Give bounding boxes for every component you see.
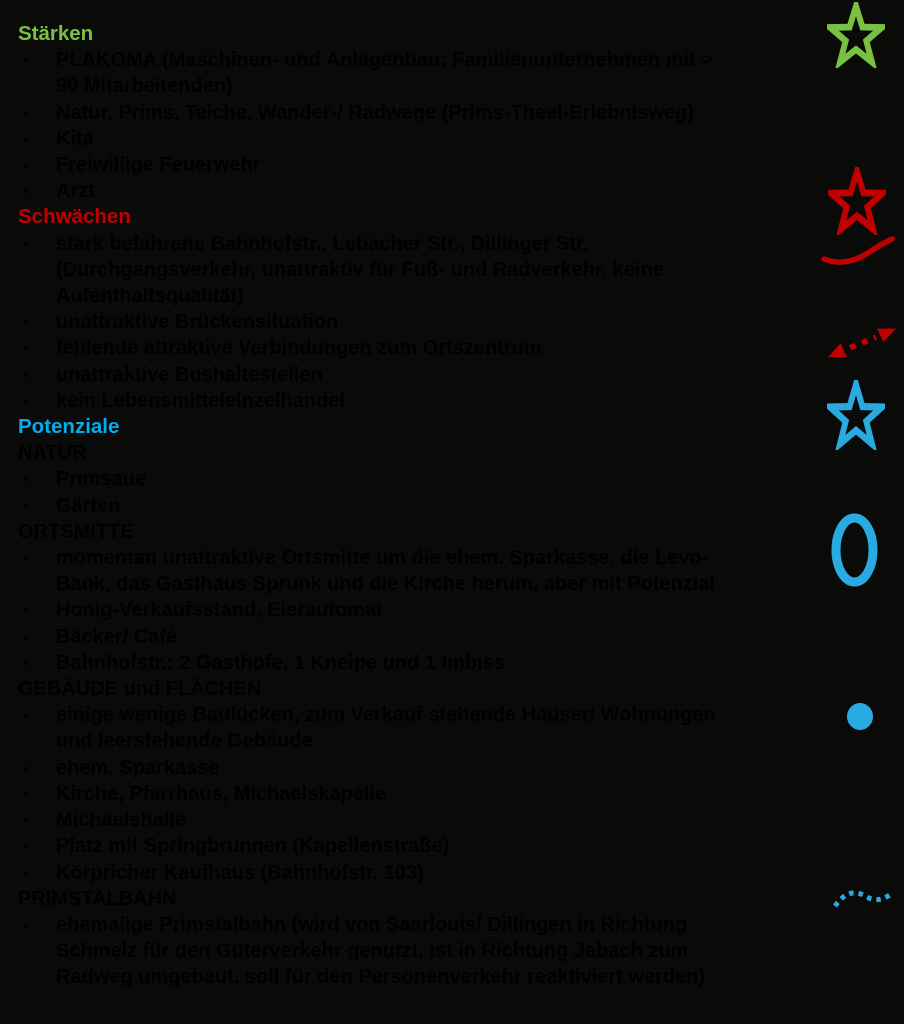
bullet-icon: • [23,104,28,121]
bullet-text: Kirche, Pfarrhaus, Michaelskapelle [56,782,387,805]
bullet-icon: • [23,366,28,383]
list-item: • Bahnhofstr.: 2 Gasthöfe, 1 Kneipe und 1… [18,650,763,676]
list-item: • einige wenige Baulücken, zum Verkauf st… [18,702,763,754]
list-item: • Gärten [18,493,763,519]
bullet-text: Kita [56,127,94,150]
bullet-text: unattraktive Bushaltestellen [56,363,323,386]
bullet-icon: • [23,812,28,829]
list-item: • Primsaue [18,466,763,492]
list-item: • unattraktive Bushaltestellen [18,362,763,388]
bullet-text: einige wenige Baulücken, zum Verkauf ste… [56,704,716,753]
bullet-text: ehemalige Primstalbahn (wird von Saarlou… [56,913,706,989]
list-item: • PLAKOMA (Maschinen- und Anlagenbau; Fam… [18,47,763,99]
red-wavy-line-icon [821,236,895,265]
list-item: • Körpricher Kaufhaus (Bahnhofstr. 103) [18,860,763,886]
red-dashed-arrow-icon [828,328,896,358]
bullet-icon: • [23,707,28,724]
section-heading: Schwächen [18,205,131,229]
bullet-icon: • [23,654,28,671]
list-item: • ehemalige Primstalbahn (wird von Saarlo… [18,912,763,991]
subheading: GEBÄUDE und FLÄCHEN [18,678,262,701]
section-heading: Stärken [18,22,94,45]
list-item: • Michaelshalle [18,807,763,833]
list-item: • stark befahrene Bahnhofstr., Lebacher S… [18,231,763,310]
bullet-text: Arzt [56,180,95,203]
list-item: • ehem. Sparkasse [18,755,763,781]
list-item: • unattraktive Brückensituation [18,309,763,335]
bullet-icon: • [23,838,28,855]
bullet-text: ehem. Sparkasse [56,756,220,779]
blue-dashed-wave-icon [833,890,893,908]
list-item: • Natur, Prims, Teiche, Wander-/ Radwege … [18,100,763,126]
bullet-icon: • [23,602,28,619]
bullet-icon: • [23,471,28,488]
bullet-icon: • [23,759,28,776]
section-heading: Potenziale [18,415,120,439]
bullet-text: PLAKOMA (Maschinen- und Anlagenbau; Fami… [56,49,713,98]
bullet-icon: • [23,628,28,645]
list-item: • momentan unattraktive Ortsmitte um die … [18,545,763,597]
list-item: • fehlende attraktive Verbindungen zum Or… [18,335,763,361]
red-star-icon [828,167,886,235]
bullet-text: Natur, Prims, Teiche, Wander-/ Radwege (… [56,101,694,124]
bullet-text: Honig-Verkaufsstand, Eierautomat [56,599,383,622]
bullet-icon: • [23,52,28,69]
list-item: • Freiwillige Feuerwehr [18,152,763,178]
list-item: • kein Lebensmitteleinzelhandel [18,388,763,414]
blue-ellipse-icon [831,513,878,587]
bullet-icon: • [23,157,28,174]
bullet-icon: • [23,340,28,357]
list-item: • Kita [18,126,763,152]
list-item: • Arzt [18,178,763,204]
swot-text-column: Stärken • PLAKOMA (Maschinen- und Anlagenb… [18,21,763,991]
bullet-text: Michaelshalle [56,809,187,832]
blue-star-icon [827,380,885,450]
bullet-icon: • [23,392,28,409]
bullet-icon: • [23,314,28,331]
list-item: • Kirche, Pfarrhaus, Michaelskapelle [18,781,763,807]
bullet-text: Primsaue [56,468,147,491]
bullet-icon: • [23,235,28,252]
bullet-text: Körpricher Kaufhaus (Bahnhofstr. 103) [56,861,424,884]
bullet-text: Bahnhofstr.: 2 Gasthöfe, 1 Kneipe und 1 … [56,651,505,674]
subheading: ORTSMITTE [18,520,134,543]
bullet-icon: • [23,916,28,933]
bullet-text: fehlende attraktive Verbindungen zum Ort… [56,337,542,360]
bullet-text: kein Lebensmitteleinzelhandel [56,389,345,412]
bullet-icon: • [23,497,28,514]
green-star-icon [827,2,885,68]
bullet-icon: • [23,864,28,881]
subheading: NATUR [18,442,87,465]
bullet-icon: • [23,550,28,567]
bullet-text: Bäcker/ Café [56,625,178,648]
list-item: • Bäcker/ Café [18,624,763,650]
list-item: • Honig-Verkaufsstand, Eierautomat [18,597,763,623]
bullet-icon: • [23,183,28,200]
bullet-text: Gärten [56,494,121,517]
bullet-icon: • [23,785,28,802]
bullet-text: momentan unattraktive Ortsmitte um die e… [56,547,716,596]
bullet-text: unattraktive Brückensituation [56,311,339,334]
bullet-text: Platz mit Springbrunnen (Kapellenstraße) [56,835,450,858]
bullet-text: Freiwillige Feuerwehr [56,154,261,177]
subheading: PRIMSTALBAHN [18,887,177,910]
list-item: • Platz mit Springbrunnen (Kapellenstraße… [18,833,763,859]
bullet-icon: • [23,130,28,147]
blue-dot-icon [847,703,873,730]
bullet-text: stark befahrene Bahnhofstr., Lebacher St… [56,232,664,308]
